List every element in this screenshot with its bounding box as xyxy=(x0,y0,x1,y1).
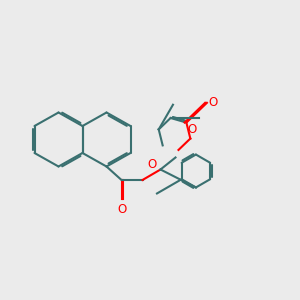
Text: O: O xyxy=(147,158,156,171)
Text: O: O xyxy=(117,203,126,216)
Text: O: O xyxy=(187,122,196,136)
Text: O: O xyxy=(208,96,218,109)
